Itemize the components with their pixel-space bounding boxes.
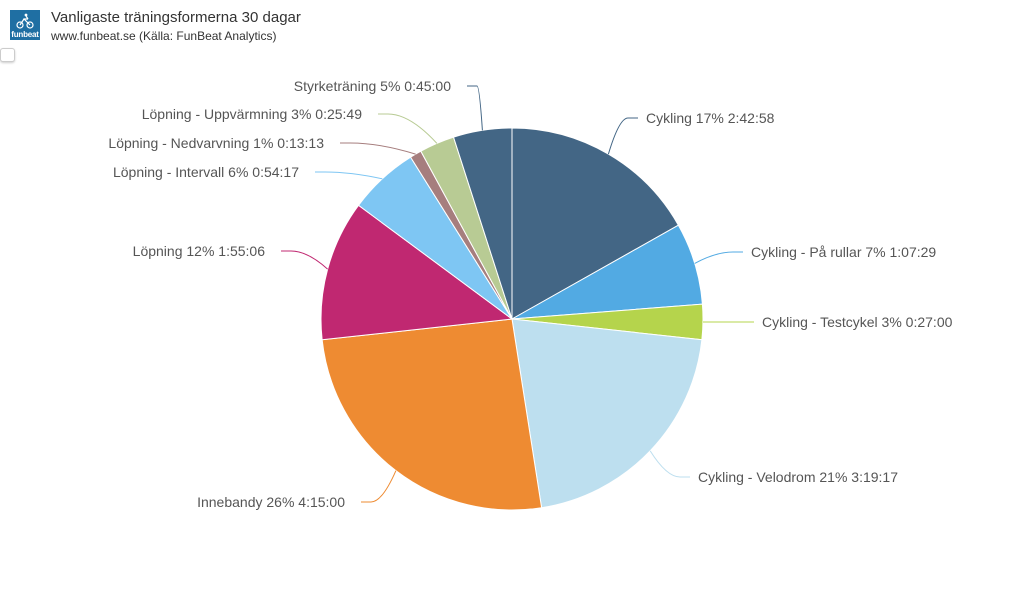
connector-line — [340, 142, 416, 155]
options-button[interactable] — [0, 48, 15, 62]
slice-label: Cykling 17% 2:42:58 — [646, 110, 775, 126]
connector-line — [607, 117, 638, 155]
connector-line — [378, 113, 438, 144]
slice-label: Innebandy 26% 4:15:00 — [197, 494, 345, 510]
slice-label: Styrketräning 5% 0:45:00 — [294, 78, 451, 94]
chart-title: Vanligaste träningsformerna 30 dagar — [51, 9, 301, 26]
pie-slice[interactable] — [511, 318, 703, 509]
pie-slice[interactable] — [452, 127, 513, 320]
slice-label: Löpning - Intervall 6% 0:54:17 — [113, 164, 299, 180]
slice-label: Cykling - Testcykel 3% 0:27:00 — [762, 314, 953, 330]
pie-slice[interactable] — [511, 127, 680, 320]
connector-line — [467, 85, 483, 131]
pie-slice[interactable] — [320, 204, 514, 341]
slice-label: Löpning - Uppvärmning 3% 0:25:49 — [142, 106, 362, 122]
cyclist-icon — [16, 13, 34, 29]
pie-slice[interactable] — [321, 318, 543, 511]
logo-text: funbeat — [11, 30, 39, 39]
chart-subtitle: www.funbeat.se (Källa: FunBeat Analytics… — [51, 29, 277, 43]
funbeat-logo[interactable]: funbeat — [10, 10, 40, 40]
slice-label: Cykling - Velodrom 21% 3:19:17 — [698, 469, 898, 485]
slice-label: Cykling - På rullar 7% 1:07:29 — [751, 244, 936, 260]
connector-line — [315, 171, 383, 180]
connector-line — [361, 470, 397, 503]
pie-labels: Cykling 17% 2:42:58 Cykling - På rullar 7… — [108, 78, 952, 510]
connector-line — [649, 450, 690, 478]
slice-label: Löpning - Nedvarvning 1% 0:13:13 — [108, 135, 324, 151]
pie-slices — [320, 127, 704, 511]
connector-line — [281, 250, 328, 270]
connector-line — [694, 251, 743, 264]
slice-label: Löpning 12% 1:55:06 — [133, 243, 266, 259]
